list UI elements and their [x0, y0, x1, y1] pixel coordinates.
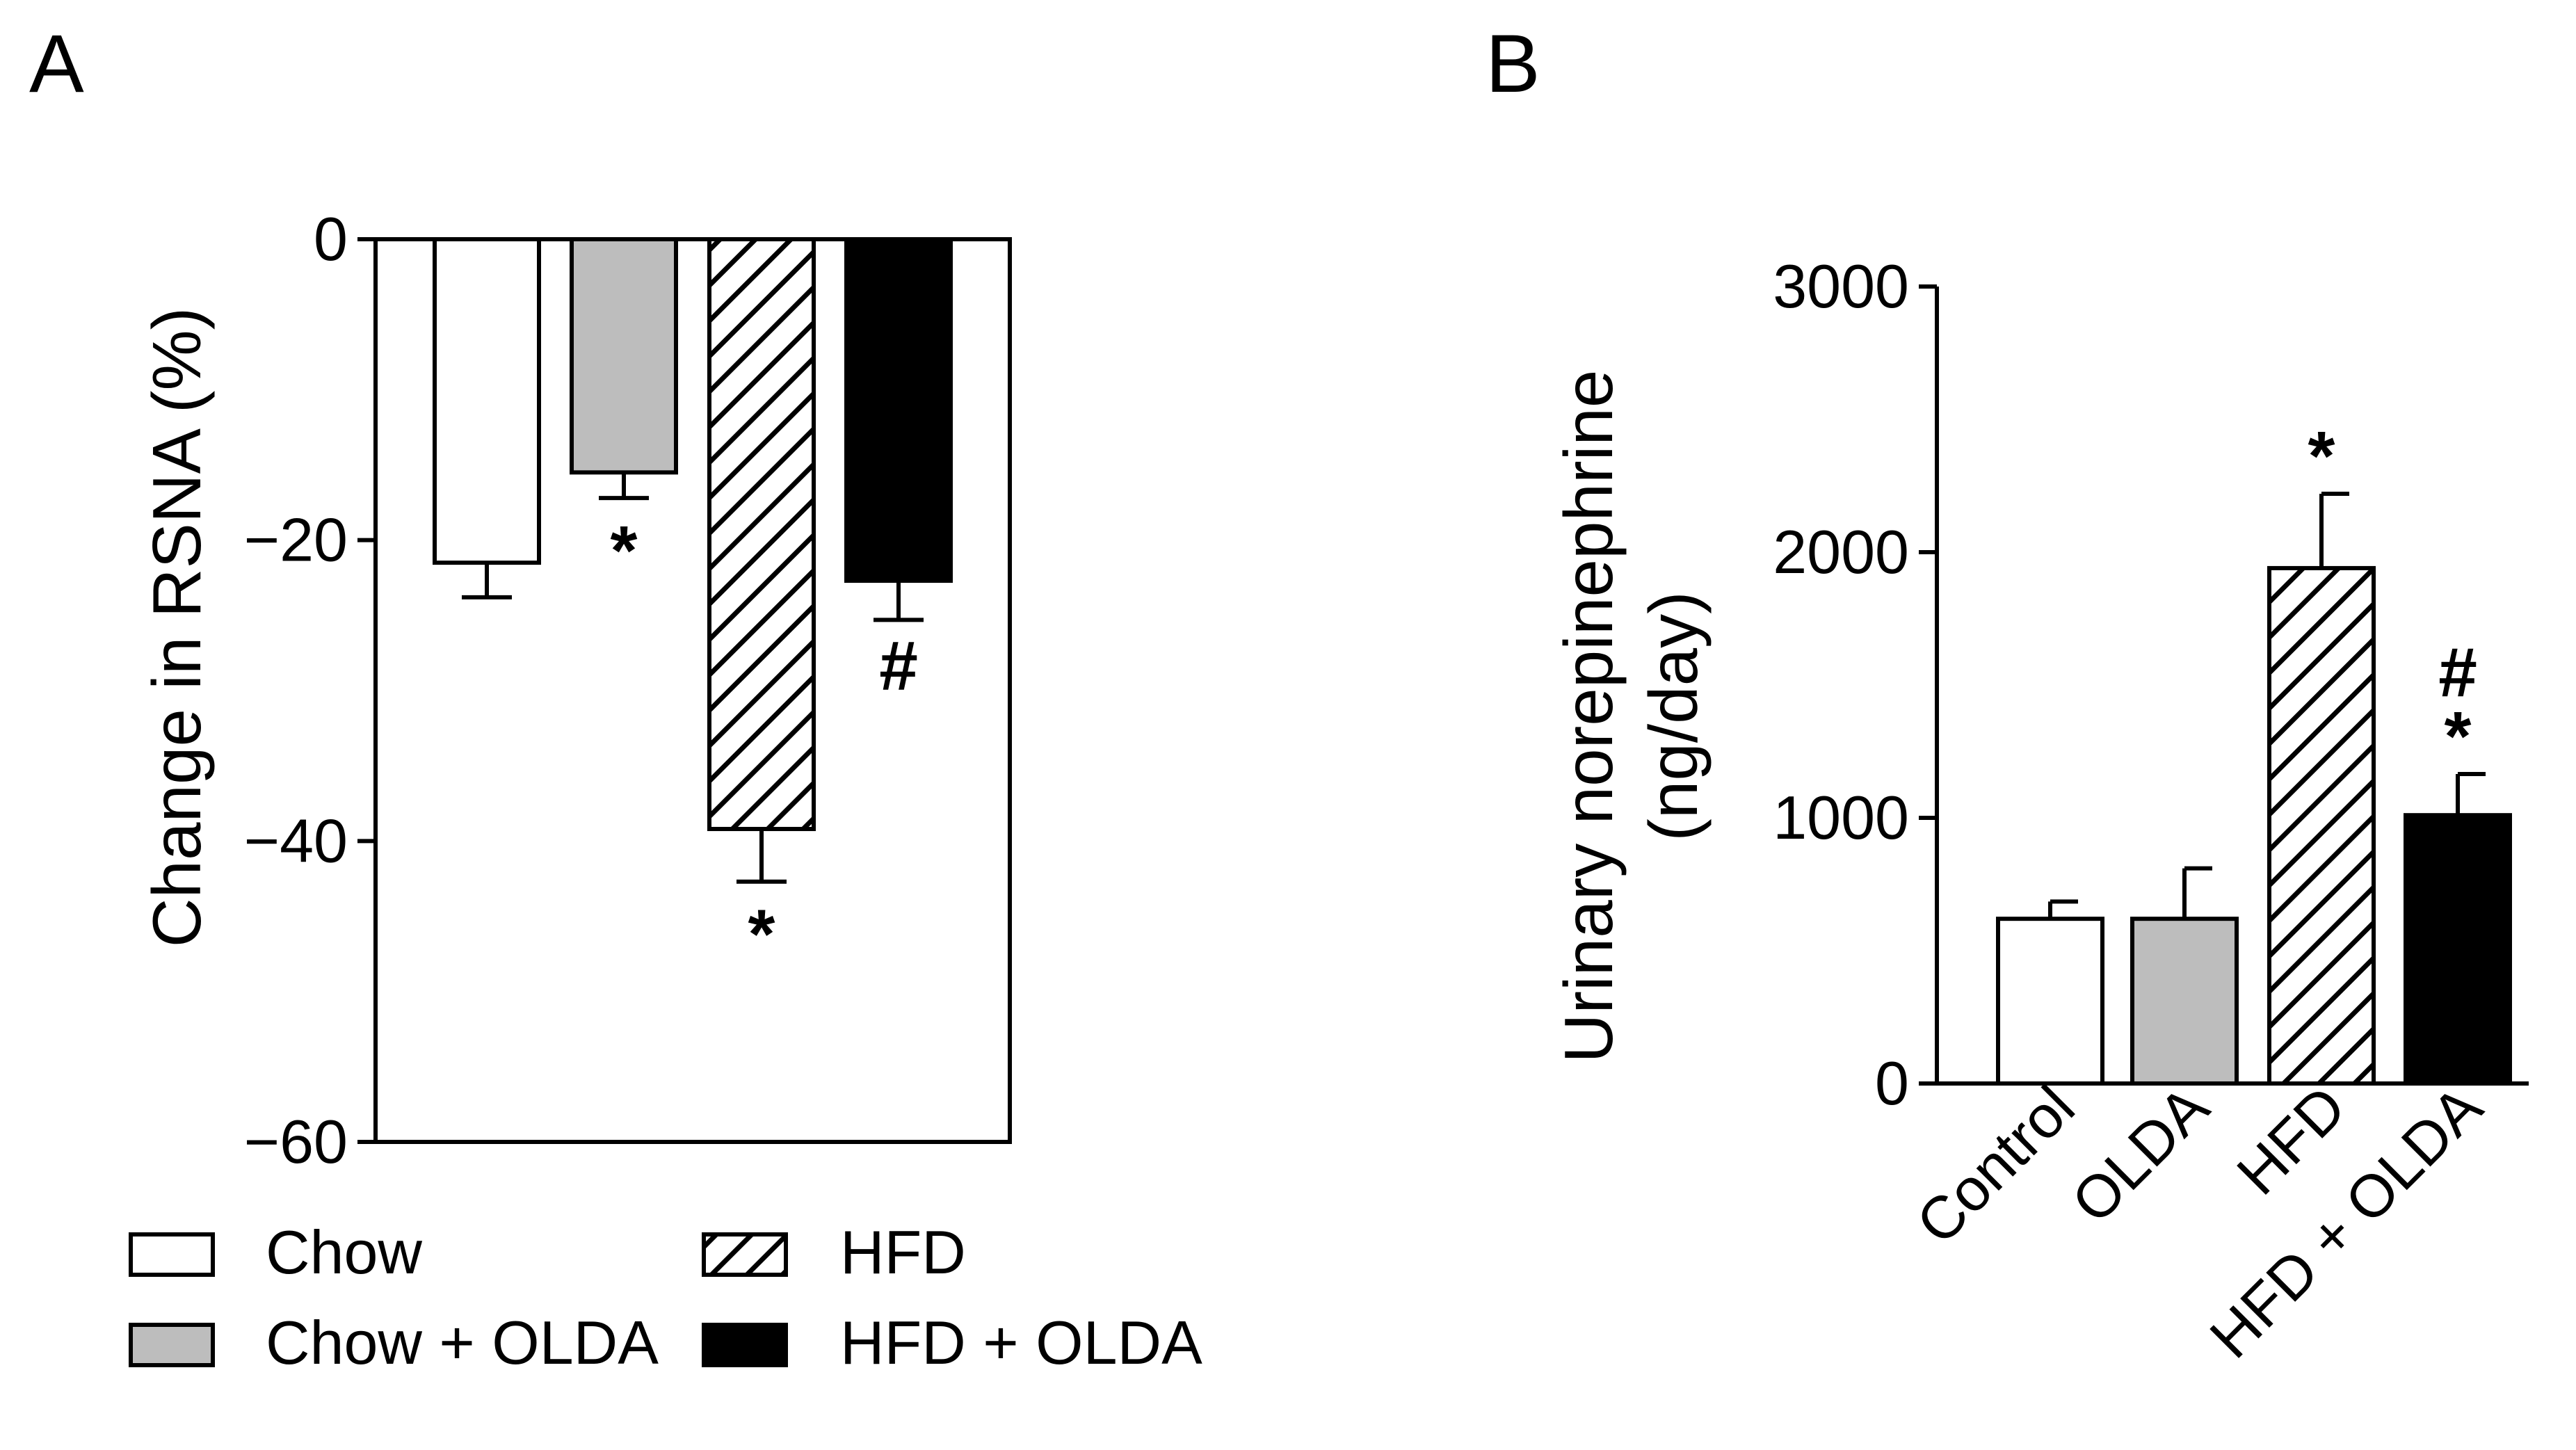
panel-b-bar	[1996, 917, 2104, 1086]
legend-swatch	[129, 1232, 215, 1277]
panel-b-y-axis-label-line2: (ng/day)	[1635, 591, 1712, 841]
panel-a-y-tick-label: −60	[244, 1107, 348, 1176]
legend-label: HFD + OLDA	[840, 1308, 1202, 1377]
panel-b-axes: 0 1000 2000 3000	[1773, 252, 2529, 1118]
legend-label: HFD	[840, 1218, 966, 1287]
legend-label: Chow	[266, 1218, 422, 1287]
legend-swatch	[129, 1323, 215, 1367]
panel-b-y-tick-label: 1000	[1773, 783, 1909, 852]
panel-a-y-axis-label: Change in RSNA (%)	[138, 307, 215, 948]
panel-a-legend: Chow Chow + OLDA HFD HFD + OLDA	[129, 1218, 1202, 1377]
legend-label: Chow + OLDA	[266, 1308, 659, 1377]
panel-a-letter: A	[29, 18, 84, 110]
panel-a-chart: Change in RSNA (%) 0−20−40−60 **# ChowCh…	[129, 204, 1202, 1377]
panel-a-plot-frame	[373, 237, 1012, 1144]
panel-a-axes: 0 −20 −40 −60	[244, 204, 1012, 1176]
panel-a-bars: * * #	[433, 237, 953, 974]
panel-b-chart: Urinary norepinephrine (ng/day) 0 1000 200…	[1550, 252, 2529, 1371]
panel-a-y-tick-label: 0	[314, 204, 348, 273]
panel-b-bar	[2404, 813, 2512, 1086]
panel-a-y-tick-label: −40	[244, 806, 348, 875]
panel-a-bar	[570, 237, 678, 475]
panel-b-bar	[2267, 565, 2376, 1086]
panel-b-category-label: OLDA	[2059, 1073, 2222, 1236]
panel-b-letter: B	[1486, 18, 1540, 110]
panel-b-y-axis-label-line1: Urinary norepinephrine	[1550, 370, 1627, 1063]
panel-a-bar	[433, 237, 541, 565]
panel-b-category-label: Control	[1904, 1074, 2088, 1257]
panel-b-significance-marker: #	[2438, 634, 2477, 711]
panel-b-significance-marker: *	[2308, 417, 2335, 495]
panel-a-significance-marker: *	[611, 512, 638, 590]
panel-a-y-tick-label: −20	[244, 506, 348, 574]
legend-swatch	[702, 1232, 788, 1277]
panel-a-bar	[707, 237, 816, 832]
panel-a-significance-marker: *	[748, 896, 775, 974]
panel-a-bar	[844, 237, 953, 583]
panel-b-y-tick-label: 3000	[1773, 252, 1909, 321]
panel-b-significance-marker: *	[2445, 698, 2472, 775]
panel-b-y-tick-label: 0	[1875, 1049, 1909, 1118]
panel-b-bar	[2130, 917, 2239, 1086]
panel-b-y-tick-label: 2000	[1773, 517, 1909, 586]
panel-b-bars: **#	[1996, 417, 2512, 1086]
legend-swatch	[702, 1323, 788, 1367]
panel-a-significance-marker: #	[879, 627, 918, 704]
